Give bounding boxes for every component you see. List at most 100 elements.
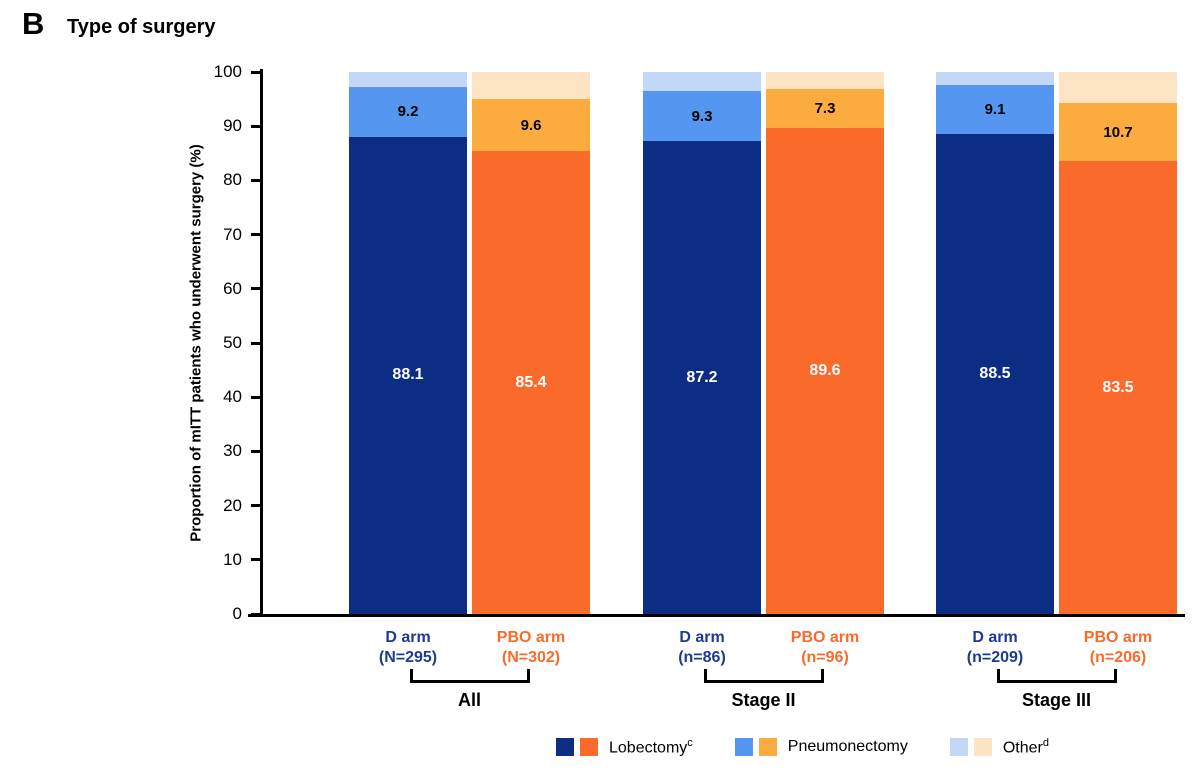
stacked-bar-d-stage-iii: 88.5 9.1 bbox=[936, 72, 1054, 614]
y-axis-tick bbox=[251, 341, 260, 345]
y-axis-tick-label: 10 bbox=[223, 549, 242, 569]
bar-segment-pneumonectomy: 9.2 bbox=[349, 86, 467, 137]
y-axis-tick-label: 60 bbox=[223, 278, 242, 298]
group-label: Stage III bbox=[1021, 690, 1092, 710]
arm-n: (N=295) bbox=[378, 649, 438, 666]
bar-segment-pneumonectomy: 10.7 bbox=[1059, 103, 1177, 162]
bar-segment-other bbox=[936, 72, 1054, 86]
bar-segment-lobectomy: 87.2 bbox=[643, 141, 761, 614]
arm-n: (N=302) bbox=[501, 649, 561, 666]
arm-n: (n=206) bbox=[1089, 649, 1147, 666]
legend-label: Pneumonectomy bbox=[787, 738, 908, 756]
arm-name: PBO arm bbox=[1083, 629, 1153, 646]
stacked-bar-pbo-stage-iii: 83.5 10.7 bbox=[1059, 72, 1177, 614]
y-axis-tick-label: 40 bbox=[223, 387, 242, 407]
stacked-bar-d-stage-ii: 87.2 9.3 bbox=[643, 72, 761, 614]
arm-name: PBO arm bbox=[790, 629, 860, 646]
arm-label-d: D arm (N=295) bbox=[349, 628, 467, 668]
arm-n: (n=209) bbox=[966, 649, 1024, 666]
y-axis-tick bbox=[251, 558, 260, 562]
bar-value-label: 88.1 bbox=[392, 366, 424, 384]
bar-value-label: 85.4 bbox=[515, 373, 547, 391]
group-label: All bbox=[457, 690, 481, 710]
bar-segment-pneumonectomy: 9.1 bbox=[936, 85, 1054, 135]
bar-segment-lobectomy: 83.5 bbox=[1059, 161, 1177, 614]
legend-swatch-pbo bbox=[973, 738, 992, 757]
bar-segment-pneumonectomy: 7.3 bbox=[766, 88, 884, 129]
arm-name: D arm bbox=[679, 629, 725, 646]
bar-value-label: 83.5 bbox=[1102, 378, 1134, 396]
bar-segment-lobectomy: 85.4 bbox=[472, 151, 590, 614]
bar-value-label: 9.3 bbox=[691, 107, 713, 125]
legend-swatch-d bbox=[949, 738, 968, 757]
bar-value-label: 9.6 bbox=[520, 116, 542, 134]
y-axis-tick bbox=[251, 449, 260, 453]
x-axis-line bbox=[248, 614, 1185, 617]
bar-segment-other bbox=[643, 72, 761, 91]
bar-segment-other bbox=[766, 72, 884, 89]
legend-label-superscript: c bbox=[687, 737, 693, 749]
y-axis-tick bbox=[251, 124, 260, 128]
y-axis-tick bbox=[251, 233, 260, 237]
y-axis-tick bbox=[251, 612, 260, 616]
bar-segment-other bbox=[349, 72, 467, 87]
legend-item-pneumonectomy: Pneumonectomy bbox=[734, 738, 908, 757]
arm-label-pbo: PBO arm (n=96) bbox=[766, 628, 884, 668]
chart-title: Type of surgery bbox=[67, 16, 216, 38]
arm-n: (n=96) bbox=[801, 649, 849, 666]
legend-swatch-d bbox=[734, 738, 753, 757]
y-axis-tick-label: 80 bbox=[223, 170, 242, 190]
bar-segment-other bbox=[472, 72, 590, 100]
group-bracket bbox=[703, 669, 824, 683]
y-axis-tick bbox=[251, 504, 260, 508]
plot-area: 0 10 20 30 40 50 60 70 80 90 100 88.1 9.2 85.4 9.6 87.… bbox=[214, 63, 1185, 623]
legend-swatch-pbo bbox=[758, 738, 777, 757]
arm-name: D arm bbox=[385, 629, 431, 646]
y-axis-tick-label: 100 bbox=[213, 62, 242, 81]
legend-swatch-d bbox=[556, 738, 574, 757]
bar-segment-lobectomy: 88.1 bbox=[349, 136, 467, 614]
bar-value-label: 10.7 bbox=[1103, 123, 1133, 141]
legend-label: Lobectomyc bbox=[609, 737, 693, 757]
group-bracket bbox=[409, 669, 530, 683]
y-axis-tick-label: 20 bbox=[223, 495, 242, 515]
legend-item-lobectomy: Lobectomyc bbox=[556, 737, 693, 757]
y-axis-tick-label: 70 bbox=[223, 224, 242, 244]
group-bracket bbox=[996, 669, 1117, 683]
arm-label-d: D arm (n=86) bbox=[643, 628, 761, 668]
y-axis-tick bbox=[251, 287, 260, 291]
bar-value-label: 9.2 bbox=[397, 103, 419, 121]
bar-segment-lobectomy: 89.6 bbox=[766, 128, 884, 614]
arm-n: (n=86) bbox=[678, 649, 726, 666]
y-axis-tick bbox=[251, 70, 260, 74]
bar-value-label: 89.6 bbox=[809, 362, 841, 380]
y-axis-line bbox=[260, 69, 263, 617]
bar-segment-lobectomy: 88.5 bbox=[936, 134, 1054, 614]
y-axis-tick bbox=[251, 178, 260, 182]
legend-swatch-pbo bbox=[580, 738, 598, 757]
group-label: Stage II bbox=[731, 690, 796, 710]
arm-label-pbo: PBO arm (n=206) bbox=[1059, 628, 1177, 668]
y-axis-tick-label: 50 bbox=[223, 333, 242, 352]
bar-value-label: 7.3 bbox=[814, 100, 836, 118]
bar-value-label: 88.5 bbox=[979, 365, 1011, 383]
legend: Lobectomyc Pneumonectomy Otherd bbox=[556, 737, 1049, 757]
y-axis-tick bbox=[251, 395, 260, 399]
bar-value-label: 9.1 bbox=[984, 101, 1006, 119]
legend-label: Otherd bbox=[1002, 737, 1049, 757]
arm-label-d: D arm (n=209) bbox=[936, 628, 1054, 668]
stacked-bar-pbo-all: 85.4 9.6 bbox=[472, 72, 590, 614]
stacked-bar-d-all: 88.1 9.2 bbox=[349, 72, 467, 614]
arm-label-pbo: PBO arm (N=302) bbox=[472, 628, 590, 668]
stacked-bar-pbo-stage-ii: 89.6 7.3 bbox=[766, 72, 884, 614]
y-axis-tick-label: 0 bbox=[232, 604, 242, 623]
arm-name: D arm bbox=[972, 629, 1018, 646]
legend-label-superscript: d bbox=[1042, 737, 1049, 749]
y-axis-tick-label: 90 bbox=[223, 116, 242, 136]
legend-item-other: Otherd bbox=[949, 737, 1049, 757]
bar-segment-pneumonectomy: 9.6 bbox=[472, 99, 590, 152]
arm-name: PBO arm bbox=[496, 629, 566, 646]
panel-label: B bbox=[22, 6, 45, 41]
bar-segment-pneumonectomy: 9.3 bbox=[643, 91, 761, 142]
